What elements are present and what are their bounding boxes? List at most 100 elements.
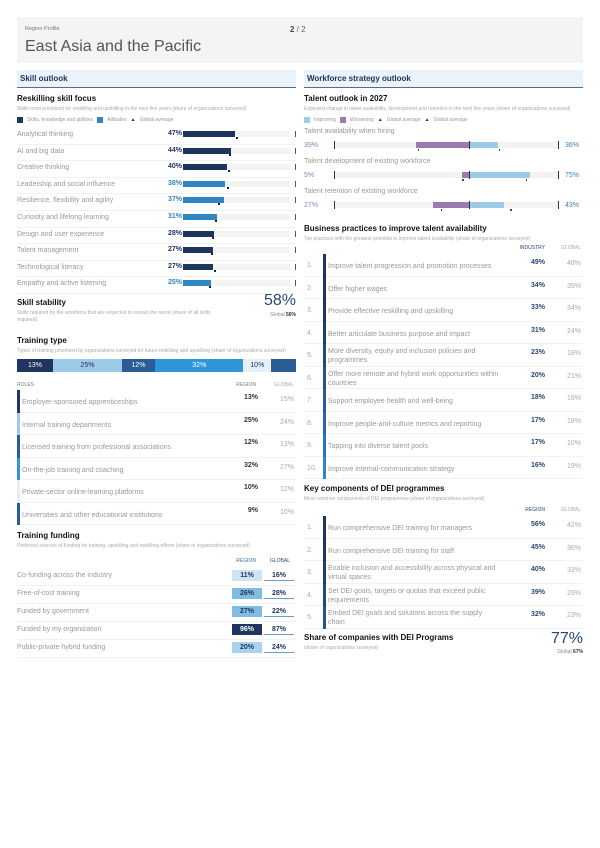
global-average-marker	[227, 186, 229, 189]
global-value: 24%	[264, 642, 294, 653]
triangle-marker-icon: ▲	[424, 117, 430, 123]
skill-bar	[183, 164, 227, 171]
scale-end-tick	[295, 164, 296, 171]
region-value: 32%	[530, 611, 545, 618]
role-label: Licensed training from professional asso…	[22, 444, 172, 451]
skill-row: Empathy and active listening 25%	[17, 277, 296, 294]
skill-row: Technological literacy 27%	[17, 261, 296, 278]
skill-bar-track	[183, 164, 296, 173]
region-value: 33%	[530, 304, 545, 311]
global-average-marker	[462, 179, 464, 181]
talent-outlook-row: Talent retention of existing workforce 27…	[304, 188, 583, 218]
col-global: GLOBAL	[560, 245, 581, 251]
global-value: 26%	[566, 589, 581, 597]
funding-table: Co-funding across the industry 11% 16% Free…	[17, 568, 296, 658]
region-value: 17%	[530, 416, 545, 424]
region-value: 10%	[243, 484, 258, 491]
improving-value: 75%	[564, 172, 579, 179]
skill-value: 40%	[167, 163, 182, 171]
global-average-marker	[209, 286, 212, 289]
scale-end-tick	[558, 201, 559, 209]
page-current: 2	[290, 25, 295, 34]
header-kicker: Region Profile	[25, 26, 60, 32]
scale-end-tick	[295, 263, 296, 270]
ranked-list-item: 1. Run comprehensive DEI training for man…	[304, 516, 583, 539]
region-value: 40%	[530, 566, 545, 573]
region-value: 23%	[530, 349, 545, 356]
row-color-bar	[17, 502, 20, 525]
region-value: 34%	[530, 281, 545, 289]
region-value: 56%	[530, 521, 545, 528]
roles-row: Private-sector online-learning platforms…	[17, 480, 296, 503]
skill-value: 25%	[167, 279, 182, 287]
row-color-bar	[323, 456, 326, 479]
rank-number: 5.	[307, 614, 313, 621]
training-type-segment: 12%	[121, 359, 156, 372]
training-type-segment: 13%	[17, 359, 53, 372]
dei-share-subtitle: (share of organizations surveyed)	[304, 644, 379, 651]
page-title: East Asia and the Pacific	[25, 38, 202, 55]
skill-bar	[183, 247, 213, 254]
skill-bar	[183, 263, 213, 270]
rank-number: 2.	[307, 284, 313, 292]
global-value: 23%	[566, 612, 581, 619]
stability-subtitle: Skills required by the workforce that ar…	[17, 310, 211, 323]
training-type-segment: 10%	[243, 359, 272, 372]
rank-number: 1.	[307, 524, 313, 531]
ranked-list-item: 3. Enable inclusion and accessibility acr…	[304, 561, 583, 584]
item-label: Enable inclusion and accessibility acros…	[328, 565, 496, 581]
region-value: 18%	[530, 394, 545, 401]
worsening-bar	[416, 142, 469, 148]
global-value: 48%	[566, 260, 581, 267]
region-value: 45%	[530, 543, 545, 551]
funding-label: Funded by my organization	[17, 626, 102, 633]
global-label: Global	[270, 312, 285, 318]
skill-row: Resilience, flexibility and agility 37%	[17, 194, 296, 211]
skill-label: Creative thinking	[17, 164, 70, 172]
region-value: 25%	[243, 416, 258, 424]
global-average-marker	[510, 209, 512, 211]
col-region: REGION	[236, 382, 256, 388]
global-average-marker	[211, 236, 214, 239]
skill-value: 38%	[167, 179, 182, 187]
global-value: 33%	[566, 567, 581, 574]
row-color-bar	[323, 389, 326, 412]
col-global: GLOBAL	[560, 507, 581, 513]
global-average-marker	[228, 170, 231, 173]
role-label: On-the-job training and coaching	[22, 466, 124, 474]
center-axis	[469, 171, 470, 179]
legend-label: Attitudes	[107, 117, 127, 123]
roles-table-header: ROLES REGION GLOBAL	[17, 382, 296, 390]
legend-swatch-ska	[17, 117, 23, 123]
rank-number: 8.	[307, 419, 313, 427]
talent-outlook-chart: Talent availability when hiring 39% 36% Tal…	[304, 128, 583, 218]
dei-share-value: 77%	[550, 629, 583, 647]
talent-outlook-label: Talent availability when hiring	[304, 128, 395, 135]
scale-end-tick	[334, 141, 335, 149]
triangle-marker-icon: ▲	[377, 117, 383, 123]
col-industry: INDUSTRY	[519, 245, 545, 251]
training-type-segment	[271, 359, 296, 372]
rank-number: 3.	[307, 569, 313, 576]
dei-table-header: REGION GLOBAL	[304, 507, 583, 516]
global-average-marker	[417, 149, 420, 151]
skill-row: Analytical thinking 47%	[17, 128, 296, 145]
skill-row: Leadership and social influence 38%	[17, 178, 296, 195]
skill-bar-track	[183, 214, 296, 222]
roles-row: Universities and other educational insti…	[17, 502, 296, 525]
page-total: / 2	[294, 25, 306, 34]
page-header: Region Profile East Asia and the Pacific…	[17, 17, 583, 63]
funding-subtitle: Preferred sources of funding for trainin…	[17, 543, 250, 549]
rank-number: 5.	[307, 352, 313, 359]
talent-outlook-legend: Improving Worsening ▲ Global average ▲ G…	[304, 117, 583, 123]
skill-label: AI and big data	[17, 147, 65, 155]
stability-title: Skill stability	[17, 298, 66, 307]
row-color-bar	[323, 516, 326, 539]
ranked-list-item: 5. More diversity, equity and inclusion p…	[304, 344, 583, 367]
item-label: Support employee health and well-being	[328, 398, 453, 405]
scale-end-tick	[295, 247, 296, 254]
row-color-bar	[323, 276, 326, 299]
talent-outlook-subtitle: Expected change in talent availability, …	[304, 106, 571, 112]
skill-row: Curiosity and lifelong learning 31%	[17, 211, 296, 228]
skill-row: AI and big data 44%	[17, 145, 296, 162]
